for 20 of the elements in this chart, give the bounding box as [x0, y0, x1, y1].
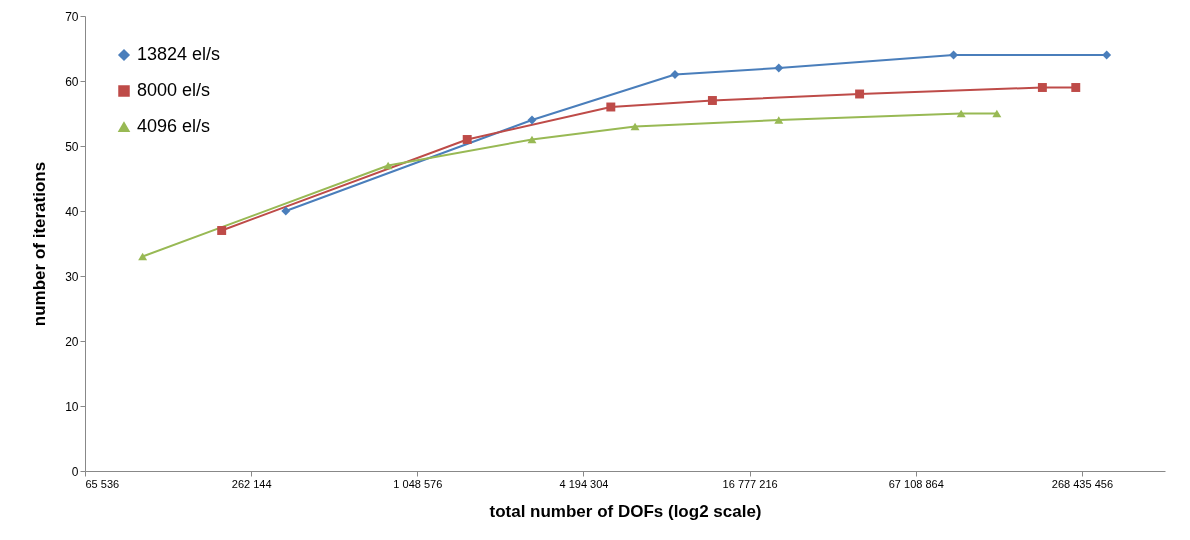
y-tick-label: 70 — [65, 9, 79, 24]
x-tick-label: 4 194 304 — [559, 477, 609, 490]
y-tick-label: 40 — [65, 204, 79, 219]
legend-label: 4096 el/s — [137, 116, 211, 136]
y-axis-title: number of iterations — [30, 161, 50, 327]
x-tick-label: 262 144 — [231, 477, 272, 490]
y-tick-label: 30 — [65, 269, 79, 284]
legend-label: 13824 el/s — [137, 44, 221, 64]
y-tick-label: 60 — [65, 74, 79, 89]
y-tick-label: 50 — [65, 139, 79, 154]
y-tick-label: 10 — [65, 399, 79, 414]
legend-label: 8000 el/s — [137, 80, 211, 100]
x-axis-title: total number of DOFs (log2 scale) — [489, 501, 762, 521]
x-tick-label: 16 777 216 — [722, 477, 778, 490]
x-tick-label: 65 536 — [85, 477, 120, 490]
x-tick-label: 1 048 576 — [393, 477, 443, 490]
x-tick-label: 268 435 456 — [1051, 477, 1114, 490]
y-tick-label: 0 — [71, 464, 79, 479]
y-tick-label: 20 — [65, 334, 79, 349]
x-tick-label: 67 108 864 — [888, 477, 944, 490]
